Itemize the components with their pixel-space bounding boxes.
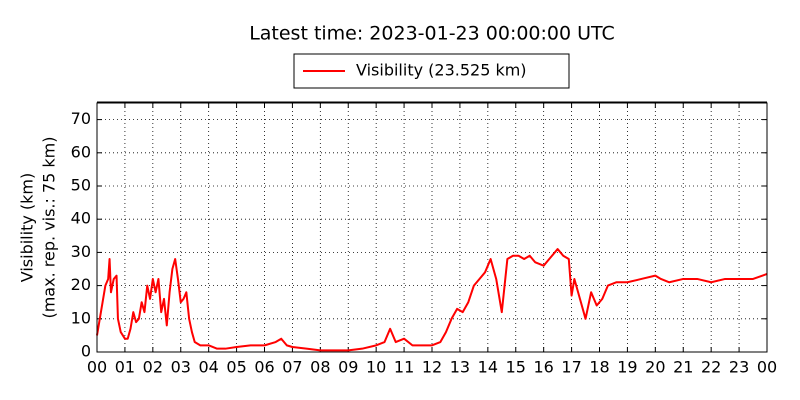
x-tick-label: 13 — [450, 358, 470, 377]
y-tick-label: 70 — [71, 109, 91, 128]
x-tick-label: 22 — [701, 358, 721, 377]
y-tick-label: 10 — [71, 308, 91, 327]
x-tick-label: 00 — [757, 358, 777, 377]
x-tick-label: 16 — [533, 358, 553, 377]
y-tick-label: 30 — [71, 242, 91, 261]
x-tick-label: 23 — [729, 358, 749, 377]
x-tick-label: 21 — [673, 358, 693, 377]
data-line — [96, 248, 768, 352]
x-tick-label: 00 — [87, 358, 107, 377]
x-tick-label: 10 — [366, 358, 386, 377]
x-tick-label: 15 — [506, 358, 526, 377]
chart-title: Latest time: 2023-01-23 00:00:00 UTC — [249, 23, 615, 45]
plot-frame — [96, 102, 768, 353]
x-tick-label: 04 — [198, 358, 218, 377]
y-tick-label: 40 — [71, 209, 91, 228]
x-tick-label: 02 — [143, 358, 163, 377]
x-tick-label: 05 — [226, 358, 246, 377]
x-tick-label: 12 — [422, 358, 442, 377]
x-tick-label: 17 — [561, 358, 581, 377]
y-tick-label: 50 — [71, 176, 91, 195]
x-tick-label: 03 — [171, 358, 191, 377]
x-tick-label: 11 — [394, 358, 414, 377]
x-tick-label: 08 — [310, 358, 330, 377]
x-tick-label: 07 — [282, 358, 302, 377]
y-axis-label: (max. rep. vis.: 75 km) — [40, 136, 59, 318]
x-tick-label: 06 — [254, 358, 274, 377]
y-tick-label: 0 — [81, 342, 91, 361]
legend-label: Visibility (23.525 km) — [356, 61, 527, 80]
y-tick-label: 60 — [71, 142, 91, 161]
x-tick-label: 14 — [478, 358, 498, 377]
x-tick-label: 19 — [617, 358, 637, 377]
x-tick-label: 09 — [338, 358, 358, 377]
y-tick-label: 20 — [71, 275, 91, 294]
x-tick-label: 20 — [645, 358, 665, 377]
x-tick-label: 18 — [589, 358, 609, 377]
y-axis-label: Visibility (km) — [18, 173, 37, 282]
x-tick-label: 01 — [115, 358, 135, 377]
